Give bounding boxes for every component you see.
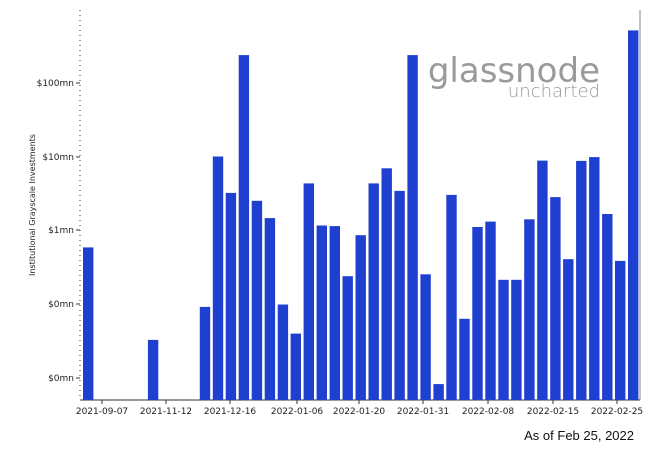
bar: [407, 55, 418, 400]
x-tick-label: 2022-01-20: [333, 407, 386, 417]
as-of-caption: As of Feb 25, 2022: [524, 428, 634, 443]
bar: [251, 200, 263, 400]
bar: [303, 183, 314, 400]
bar: [485, 221, 496, 400]
bar: [368, 183, 379, 400]
bar: [212, 156, 224, 400]
bar: [628, 30, 639, 401]
bar: [537, 160, 548, 400]
x-tick-label: 2022-01-31: [397, 407, 449, 417]
bar: [355, 235, 366, 400]
bar: [342, 276, 353, 400]
bars-group: [83, 30, 639, 401]
watermark-brand: glassnode: [428, 51, 600, 91]
x-tick-label: 2022-02-08: [462, 407, 515, 417]
bar: [83, 247, 94, 400]
bar: [264, 218, 276, 400]
watermark: glassnode uncharted: [428, 51, 600, 102]
bar: [381, 168, 392, 400]
y-tick-label: $0mn: [48, 300, 74, 310]
bar: [290, 333, 301, 400]
bar: [615, 260, 626, 400]
y-tick-label: $1mn: [48, 226, 74, 236]
y-tick-label: $100mn: [37, 79, 74, 89]
bar: [459, 318, 470, 400]
bar: [446, 194, 457, 400]
x-tick-label: 2022-02-25: [591, 407, 643, 417]
bar: [238, 55, 250, 400]
y-tick-label: $10mn: [42, 153, 74, 163]
x-tick-label: 2022-01-06: [271, 407, 324, 417]
bar: [576, 160, 587, 400]
bar: [420, 274, 431, 400]
bar: [472, 227, 483, 400]
bar: [199, 306, 211, 400]
bar: [329, 226, 340, 400]
x-tick-label: 2021-09-07: [76, 407, 128, 417]
bar: [225, 192, 237, 400]
y-ticks: $0mn $0mn $1mn $10mn $100mn: [37, 79, 80, 384]
y-tick-label: $0mn: [48, 374, 74, 384]
bar: [511, 279, 522, 400]
bar: [277, 304, 289, 400]
x-tick-label: 2021-11-12: [140, 407, 192, 417]
bar: [394, 190, 405, 400]
x-tick-label: 2021-12-16: [204, 407, 257, 417]
bar: [147, 339, 159, 400]
y-axis-title: Institutional Grayscale Investments: [28, 134, 37, 276]
bar: [433, 384, 444, 400]
watermark-sub: uncharted: [508, 81, 600, 102]
x-ticks: 2021-09-07 2021-11-12 2021-12-16 2022-01-06…: [76, 400, 643, 417]
bar: [563, 259, 574, 400]
x-tick-label: 2022-02-15: [527, 407, 579, 417]
bar: [498, 279, 509, 400]
bar: [550, 197, 561, 400]
bar: [589, 157, 600, 400]
bar: [602, 214, 613, 400]
bar: [524, 219, 535, 400]
bar: [316, 225, 327, 400]
